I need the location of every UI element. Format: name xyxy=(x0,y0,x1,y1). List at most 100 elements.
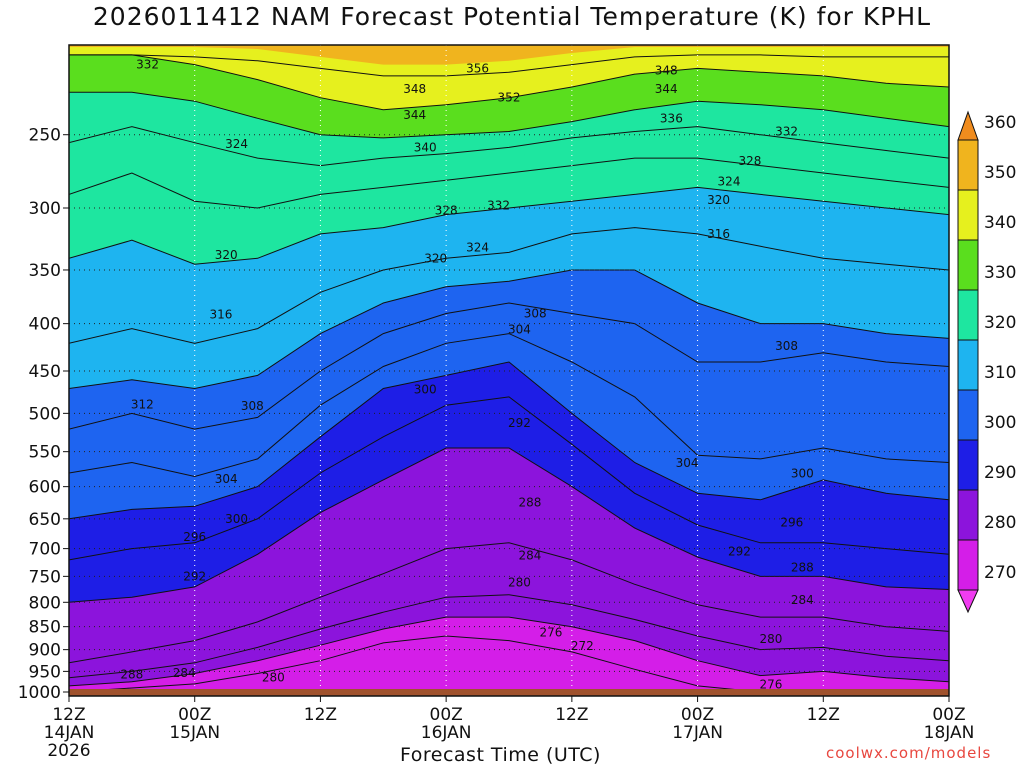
isentrope-324 xyxy=(69,157,949,209)
colorbar-label: 290 xyxy=(984,463,1016,483)
contour-label: 356 xyxy=(466,61,489,75)
x-tick-label: 14JAN xyxy=(44,723,95,743)
x-axis-title: Forecast Time (UTC) xyxy=(400,744,601,766)
y-tick-label: 300 xyxy=(29,199,61,219)
isentrope-304 xyxy=(69,333,949,478)
colorbar: 270 280 290 300 310 320 330 340 350 360 xyxy=(957,110,1016,614)
colorbar-label: 350 xyxy=(984,163,1016,183)
contour-label: 316 xyxy=(707,227,730,241)
x-tick-label: 12Z xyxy=(555,705,588,725)
isentrope-312 xyxy=(69,269,949,390)
contour-label: 324 xyxy=(466,241,489,255)
y-tick-label: 1000 xyxy=(18,683,61,703)
isentrope-292 xyxy=(69,447,949,603)
contour-label: 304 xyxy=(676,456,699,470)
colorbar-label: 270 xyxy=(984,563,1016,583)
x-tick-label: 00Z xyxy=(430,705,463,725)
contour-label: 304 xyxy=(508,323,531,337)
contour-label: 304 xyxy=(215,472,238,486)
y-tick-label: 950 xyxy=(29,662,61,682)
contour-label: 328 xyxy=(738,154,761,168)
isentrope-316 xyxy=(69,227,949,344)
contour-label: 288 xyxy=(518,495,541,509)
colorbar-label: 310 xyxy=(984,363,1016,383)
contour-label: 344 xyxy=(403,108,426,122)
contour-label: 284 xyxy=(173,666,196,680)
colorbar-segment xyxy=(957,339,979,391)
isentrope-340 xyxy=(69,54,949,111)
x-tick-label: 16JAN xyxy=(421,723,472,743)
isentrope-288 xyxy=(69,542,949,664)
y-tick-label: 500 xyxy=(29,404,61,424)
contour-label: 292 xyxy=(728,544,751,558)
contour-label: 308 xyxy=(524,306,547,320)
contour-label: 276 xyxy=(759,678,782,692)
isentrope-300 xyxy=(69,361,949,520)
y-tick-label: 350 xyxy=(29,261,61,281)
x-tick-label: 12Z xyxy=(52,705,85,725)
contour-label: 284 xyxy=(791,593,814,607)
ground-layer xyxy=(69,688,949,696)
colorbar-segment xyxy=(957,489,979,541)
colorbar-bottom-arrow xyxy=(957,589,979,614)
colorbar-label: 330 xyxy=(984,263,1016,283)
contour-label: 308 xyxy=(775,339,798,353)
contour-label: 292 xyxy=(183,569,206,583)
contour-label: 324 xyxy=(225,137,248,151)
contour-label: 332 xyxy=(775,124,798,138)
chart-title: 2026011412 NAM Forecast Potential Temper… xyxy=(92,2,932,31)
y-tick-label: 650 xyxy=(29,510,61,530)
x-tick-label: 17JAN xyxy=(672,723,723,743)
colorbar-label: 300 xyxy=(984,413,1016,433)
isentrope-lines xyxy=(69,54,949,693)
band-top xyxy=(69,45,949,65)
contour-label: 316 xyxy=(209,307,232,321)
x-tick-label: 00Z xyxy=(178,705,211,725)
contour-label: 332 xyxy=(136,58,159,72)
contour-label: 280 xyxy=(262,671,285,685)
contour-label: 336 xyxy=(660,111,683,125)
isentrope-280 xyxy=(69,616,949,687)
colorbar-segment xyxy=(957,289,979,341)
contour-label: 284 xyxy=(518,548,541,562)
y-tick-label: 600 xyxy=(29,478,61,498)
contour-label: 340 xyxy=(414,140,437,154)
x-tick-label: 15JAN xyxy=(169,723,220,743)
y-tick-label: 400 xyxy=(29,315,61,335)
contour-label: 296 xyxy=(183,530,206,544)
y-tick-label: 550 xyxy=(29,443,61,463)
contour-label: 300 xyxy=(791,467,814,481)
isentrope-328 xyxy=(69,126,949,167)
colorbar-segment xyxy=(957,239,979,291)
y-tick-label: 850 xyxy=(29,618,61,638)
y-tick-label: 900 xyxy=(29,641,61,661)
isentrope-308 xyxy=(69,302,949,430)
contour-label: 308 xyxy=(241,399,264,413)
y-tick-label: 700 xyxy=(29,540,61,560)
y-tick-label: 800 xyxy=(29,593,61,613)
contour-label: 348 xyxy=(403,82,426,96)
contour-labels: 332 356 348 348 344 352 344 336 332 324 340 328 324 3… xyxy=(120,58,813,692)
contour-label: 300 xyxy=(225,512,248,526)
x-tick-label: 12Z xyxy=(304,705,337,725)
contour-fills xyxy=(69,45,949,696)
contour-label: 276 xyxy=(539,625,562,639)
contour-label: 332 xyxy=(487,198,510,212)
colorbar-label: 360 xyxy=(984,113,1016,133)
x-tick-label: 18JAN xyxy=(924,723,975,743)
contour-label: 272 xyxy=(571,639,594,653)
isentrope-284 xyxy=(69,594,949,679)
x-tick-label: 00Z xyxy=(681,705,714,725)
contour-label: 312 xyxy=(131,397,154,411)
colorbar-segment xyxy=(957,439,979,491)
contour-label: 352 xyxy=(498,91,521,105)
contour-label: 328 xyxy=(435,204,458,218)
x-tick-label: 00Z xyxy=(932,705,965,725)
contour-label: 324 xyxy=(718,175,741,189)
colorbar-segment xyxy=(957,189,979,241)
colorbar-label: 320 xyxy=(984,313,1016,333)
credit-text: coolwx.com/models xyxy=(826,744,992,762)
ground-rect xyxy=(69,688,949,696)
